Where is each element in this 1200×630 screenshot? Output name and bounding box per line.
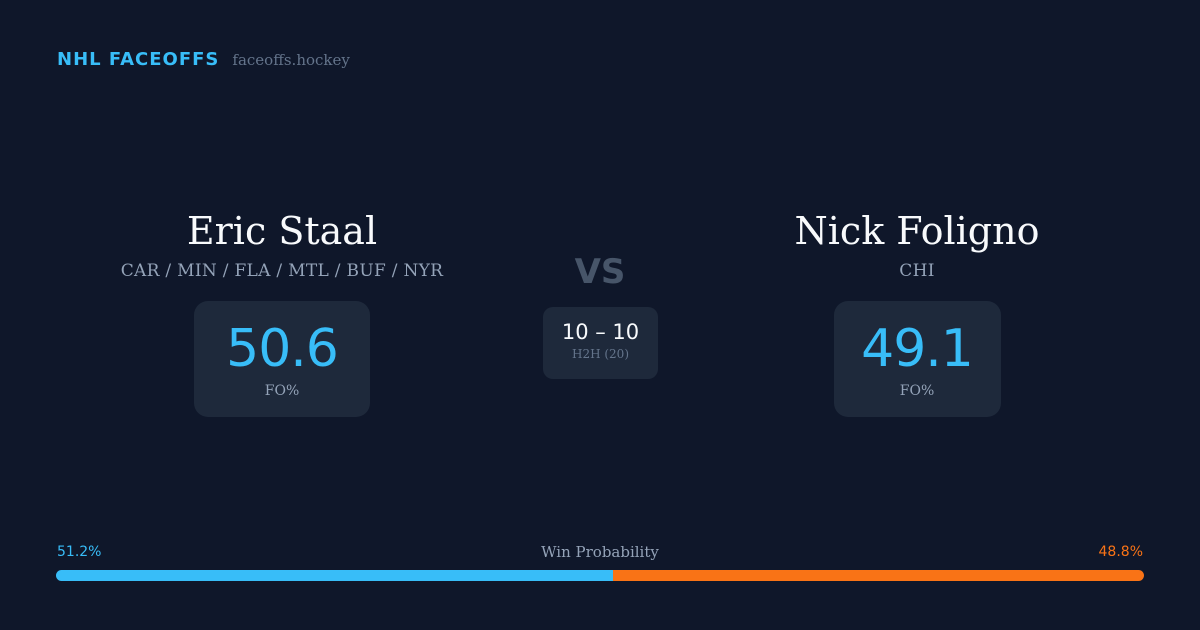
player-teams: CAR / MIN / FLA / MTL / BUF / NYR [120,261,444,281]
stat-label: FO% [899,383,935,399]
brand-name: NHL FACEOFFS [57,49,220,70]
player-teams: CHI [899,261,935,281]
h2h-score: 10 – 10 [561,320,640,344]
win-probability-bar-left [56,570,614,581]
win-probability-bar-right [613,570,1144,581]
player-name: Nick Foligno [794,209,1040,253]
brand-site: faceoffs.hockey [232,51,350,69]
player-left: Eric Staal CAR / MIN / FLA / MTL / BUF /… [52,205,512,417]
h2h-label: H2H (20) [571,347,629,361]
faceoff-stat-card: 50.6 FO% [194,301,370,417]
win-probability-right: 48.8% [1098,544,1143,560]
player-name: Eric Staal [186,209,378,253]
faceoff-percentage: 50.6 [226,319,339,379]
win-probability-left: 51.2% [57,544,102,560]
player-right: Nick Foligno CHI 49.1 FO% [687,205,1147,417]
faceoff-percentage: 49.1 [861,319,974,379]
win-probability-bar [56,570,1144,581]
win-probability-title: Win Probability [541,543,659,561]
stat-label: FO% [264,383,300,399]
versus-label: VS [574,252,626,292]
brand-header: NHL FACEOFFS faceoffs.hockey [57,49,350,70]
faceoff-stat-card: 49.1 FO% [833,301,1001,417]
head-to-head-card: 10 – 10 H2H (20) [543,307,658,379]
